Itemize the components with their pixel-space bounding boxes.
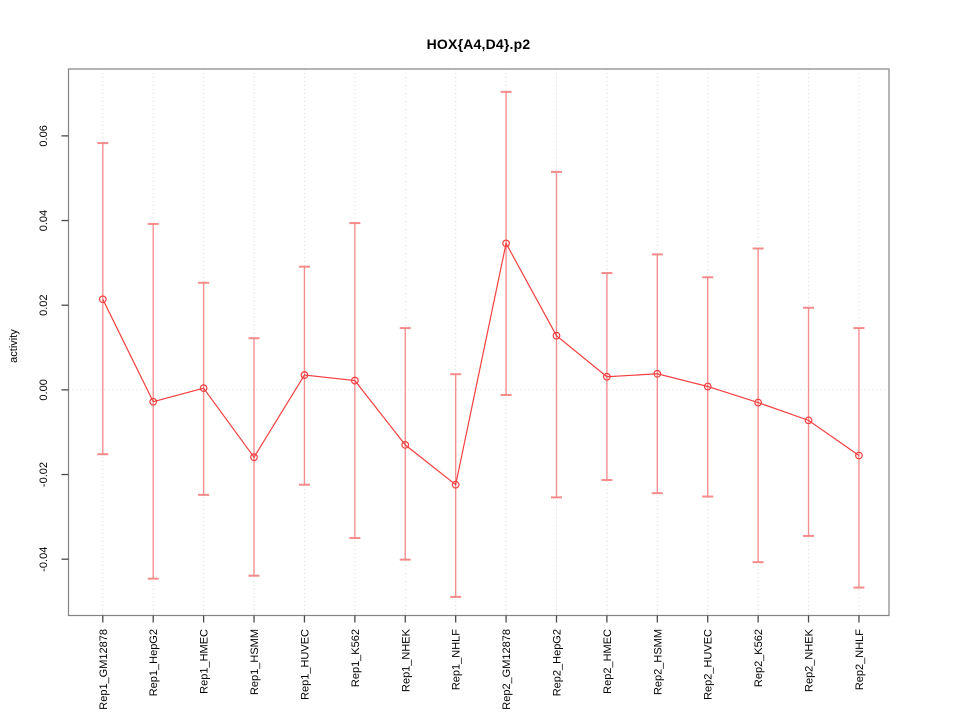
x-tick-label: Rep1_HSMM — [249, 629, 261, 695]
x-tick-label: Rep1_HepG2 — [148, 629, 160, 696]
chart-title: HOX{A4,D4}.p2 — [426, 36, 531, 52]
x-tick-label: Rep2_GM12878 — [501, 629, 513, 710]
data-point — [199, 384, 208, 393]
y-tick-label: -0.02 — [38, 462, 50, 487]
data-point — [552, 331, 561, 340]
data-point — [451, 480, 460, 489]
x-tick-label: Rep2_HepG2 — [551, 629, 563, 696]
x-tick-label: Rep2_NHLF — [854, 629, 866, 690]
x-tick-label: Rep2_HUVEC — [703, 629, 715, 700]
plot-border — [67, 68, 890, 617]
series-line — [102, 241, 860, 486]
y-tick-label: -0.04 — [38, 547, 50, 572]
x-tick-label: Rep2_K562 — [753, 629, 765, 687]
y-tick-label: 0.04 — [38, 210, 50, 231]
x-tick-label: Rep1_HUVEC — [299, 629, 311, 700]
data-point — [350, 376, 359, 385]
data-point — [603, 372, 611, 381]
y-tick-label: 0.00 — [38, 379, 50, 400]
data-point — [401, 441, 410, 449]
data-point — [855, 451, 863, 460]
data-point — [502, 239, 510, 248]
x-tick-label: Rep2_NHEK — [804, 628, 816, 692]
y-tick-label: 0.02 — [38, 294, 50, 315]
data-point — [754, 398, 763, 407]
data-point — [300, 371, 309, 379]
data-point — [250, 453, 258, 462]
data-point — [98, 295, 107, 304]
x-tick-label: Rep2_HSMM — [652, 629, 664, 695]
y-tick-label: 0.06 — [38, 125, 50, 146]
data-point — [653, 369, 662, 378]
x-tick-label: Rep1_NHEK — [400, 628, 412, 692]
data-point — [804, 416, 813, 425]
data-point — [149, 397, 158, 406]
x-tick-label: Rep1_GM12878 — [98, 629, 110, 710]
x-tick-label: Rep1_NHLF — [451, 629, 463, 690]
x-tick-label: Rep1_HMEC — [199, 629, 211, 694]
x-tick-label: Rep2_HMEC — [602, 629, 614, 694]
x-tick-label: Rep1_K562 — [350, 629, 362, 687]
data-point — [703, 382, 712, 391]
